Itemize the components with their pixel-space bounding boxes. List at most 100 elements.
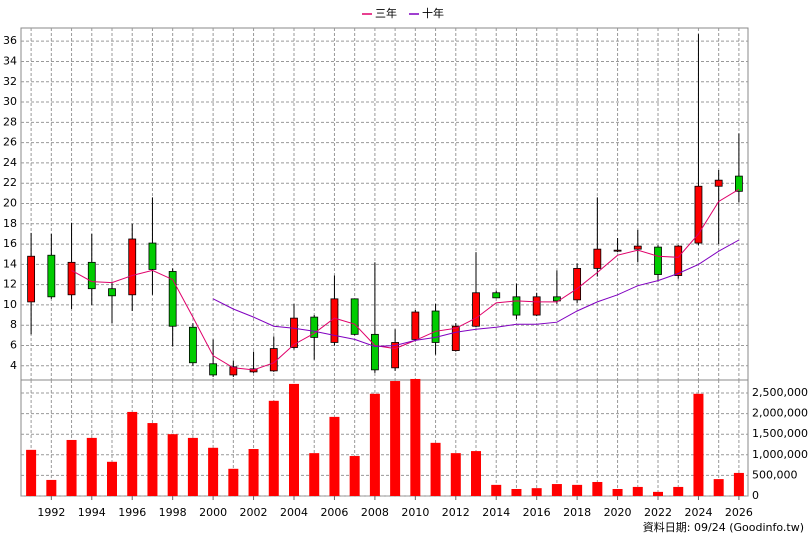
x-tick-label: 2018 — [563, 506, 591, 519]
y-tick-label: 18 — [3, 217, 17, 230]
y-tick-label: 22 — [3, 176, 17, 189]
volume-bar — [349, 456, 360, 496]
volume-bar — [228, 468, 239, 496]
x-tick-label: 2004 — [280, 506, 308, 519]
volume-bar — [430, 442, 441, 496]
x-tick-label: 2006 — [320, 506, 348, 519]
volume-bar — [693, 393, 704, 496]
candle-body — [573, 268, 582, 301]
volume-bar — [612, 488, 623, 496]
volume-bar — [632, 486, 643, 496]
y-tick-label: 4 — [10, 359, 17, 372]
candle-body — [613, 249, 622, 252]
plot-frame — [20, 27, 749, 497]
candle-body — [633, 245, 642, 250]
candle-body — [492, 292, 501, 299]
volume-bar — [713, 479, 724, 496]
candle-body — [67, 261, 76, 296]
volume-bar — [107, 461, 118, 496]
volume-bar — [653, 491, 664, 496]
candle-body — [290, 317, 298, 348]
y2-tick-label: 0 — [752, 489, 759, 502]
candle-body — [472, 292, 480, 327]
y-tick-label: 6 — [10, 339, 17, 352]
y-tick-label: 14 — [3, 257, 17, 270]
x-tick-label: 1998 — [159, 506, 187, 519]
volume-bar — [167, 434, 178, 496]
y-tick-label: 12 — [3, 278, 17, 291]
volume-bar — [531, 488, 542, 496]
candle-body — [47, 254, 56, 298]
volume-bar — [86, 437, 97, 496]
x-tick-label: 2014 — [482, 506, 510, 519]
volume-bar — [147, 423, 158, 496]
y-tick-label: 30 — [3, 95, 17, 108]
volume-bar — [410, 378, 421, 496]
volume-bar — [450, 453, 461, 496]
y-tick-label: 10 — [3, 298, 17, 311]
y2-tick-label: 2,000,000 — [752, 407, 808, 420]
candle-body — [391, 342, 400, 369]
candle-body — [350, 298, 359, 335]
y2-tick-label: 500,000 — [752, 468, 798, 481]
y-tick-label: 32 — [3, 75, 17, 88]
y-tick-label: 26 — [3, 136, 17, 149]
candle-body — [370, 333, 379, 371]
candle-body — [27, 255, 36, 303]
candle-body — [188, 326, 197, 364]
candle-body — [734, 175, 743, 192]
x-tick-label: 2022 — [644, 506, 672, 519]
x-tick-label: 2026 — [725, 506, 753, 519]
volume-bar — [26, 449, 37, 496]
y-tick-label: 36 — [3, 34, 17, 47]
volume-bar — [127, 411, 138, 496]
source-note: 資料日期: 09/24 (Goodinfo.tw) — [643, 520, 804, 534]
volume-bar — [66, 439, 77, 496]
ma-line — [212, 239, 740, 348]
x-tick-label: 1996 — [118, 506, 146, 519]
candle-body — [108, 288, 116, 297]
candle-body — [552, 296, 561, 302]
candle-body — [694, 185, 703, 244]
volume-bar — [208, 447, 219, 496]
x-tick-label: 1994 — [78, 506, 106, 519]
volume-bar — [289, 383, 300, 496]
candle-body — [654, 246, 662, 275]
volume-bar — [187, 437, 198, 496]
volume-bar — [733, 472, 744, 496]
volume-bar — [551, 484, 562, 496]
candle-body — [411, 311, 420, 340]
x-tick-label: 2024 — [684, 506, 712, 519]
y-tick-label: 16 — [3, 237, 17, 250]
volume-bar — [46, 479, 57, 496]
candle-body — [593, 248, 602, 269]
volume-bar — [471, 451, 482, 496]
x-tick-label: 2016 — [523, 506, 551, 519]
volume-bar — [268, 400, 279, 496]
x-tick-label: 2010 — [401, 506, 429, 519]
volume-bar — [511, 488, 522, 496]
y-tick-label: 8 — [10, 318, 17, 331]
candle-body — [451, 325, 460, 351]
volume-bar — [673, 486, 684, 496]
y-tick-label: 34 — [3, 54, 17, 67]
candle-body — [148, 242, 157, 270]
candle-body — [209, 363, 218, 376]
volume-bar — [572, 484, 583, 496]
candle-body — [532, 296, 541, 316]
y-tick-label: 28 — [3, 115, 17, 128]
ma-line — [71, 188, 740, 371]
x-tick-label: 2012 — [442, 506, 470, 519]
candle-body — [87, 261, 96, 290]
y2-tick-label: 2,500,000 — [752, 386, 808, 399]
candle-body — [229, 366, 238, 376]
volume-bar — [369, 393, 380, 496]
legend-label: 三年 — [375, 6, 397, 20]
y2-tick-label: 1,500,000 — [752, 427, 808, 440]
volume-bar — [592, 481, 603, 496]
candle-body — [269, 348, 278, 372]
volume-bar — [309, 453, 320, 496]
candle-body — [431, 310, 440, 343]
candle-body — [674, 245, 683, 276]
